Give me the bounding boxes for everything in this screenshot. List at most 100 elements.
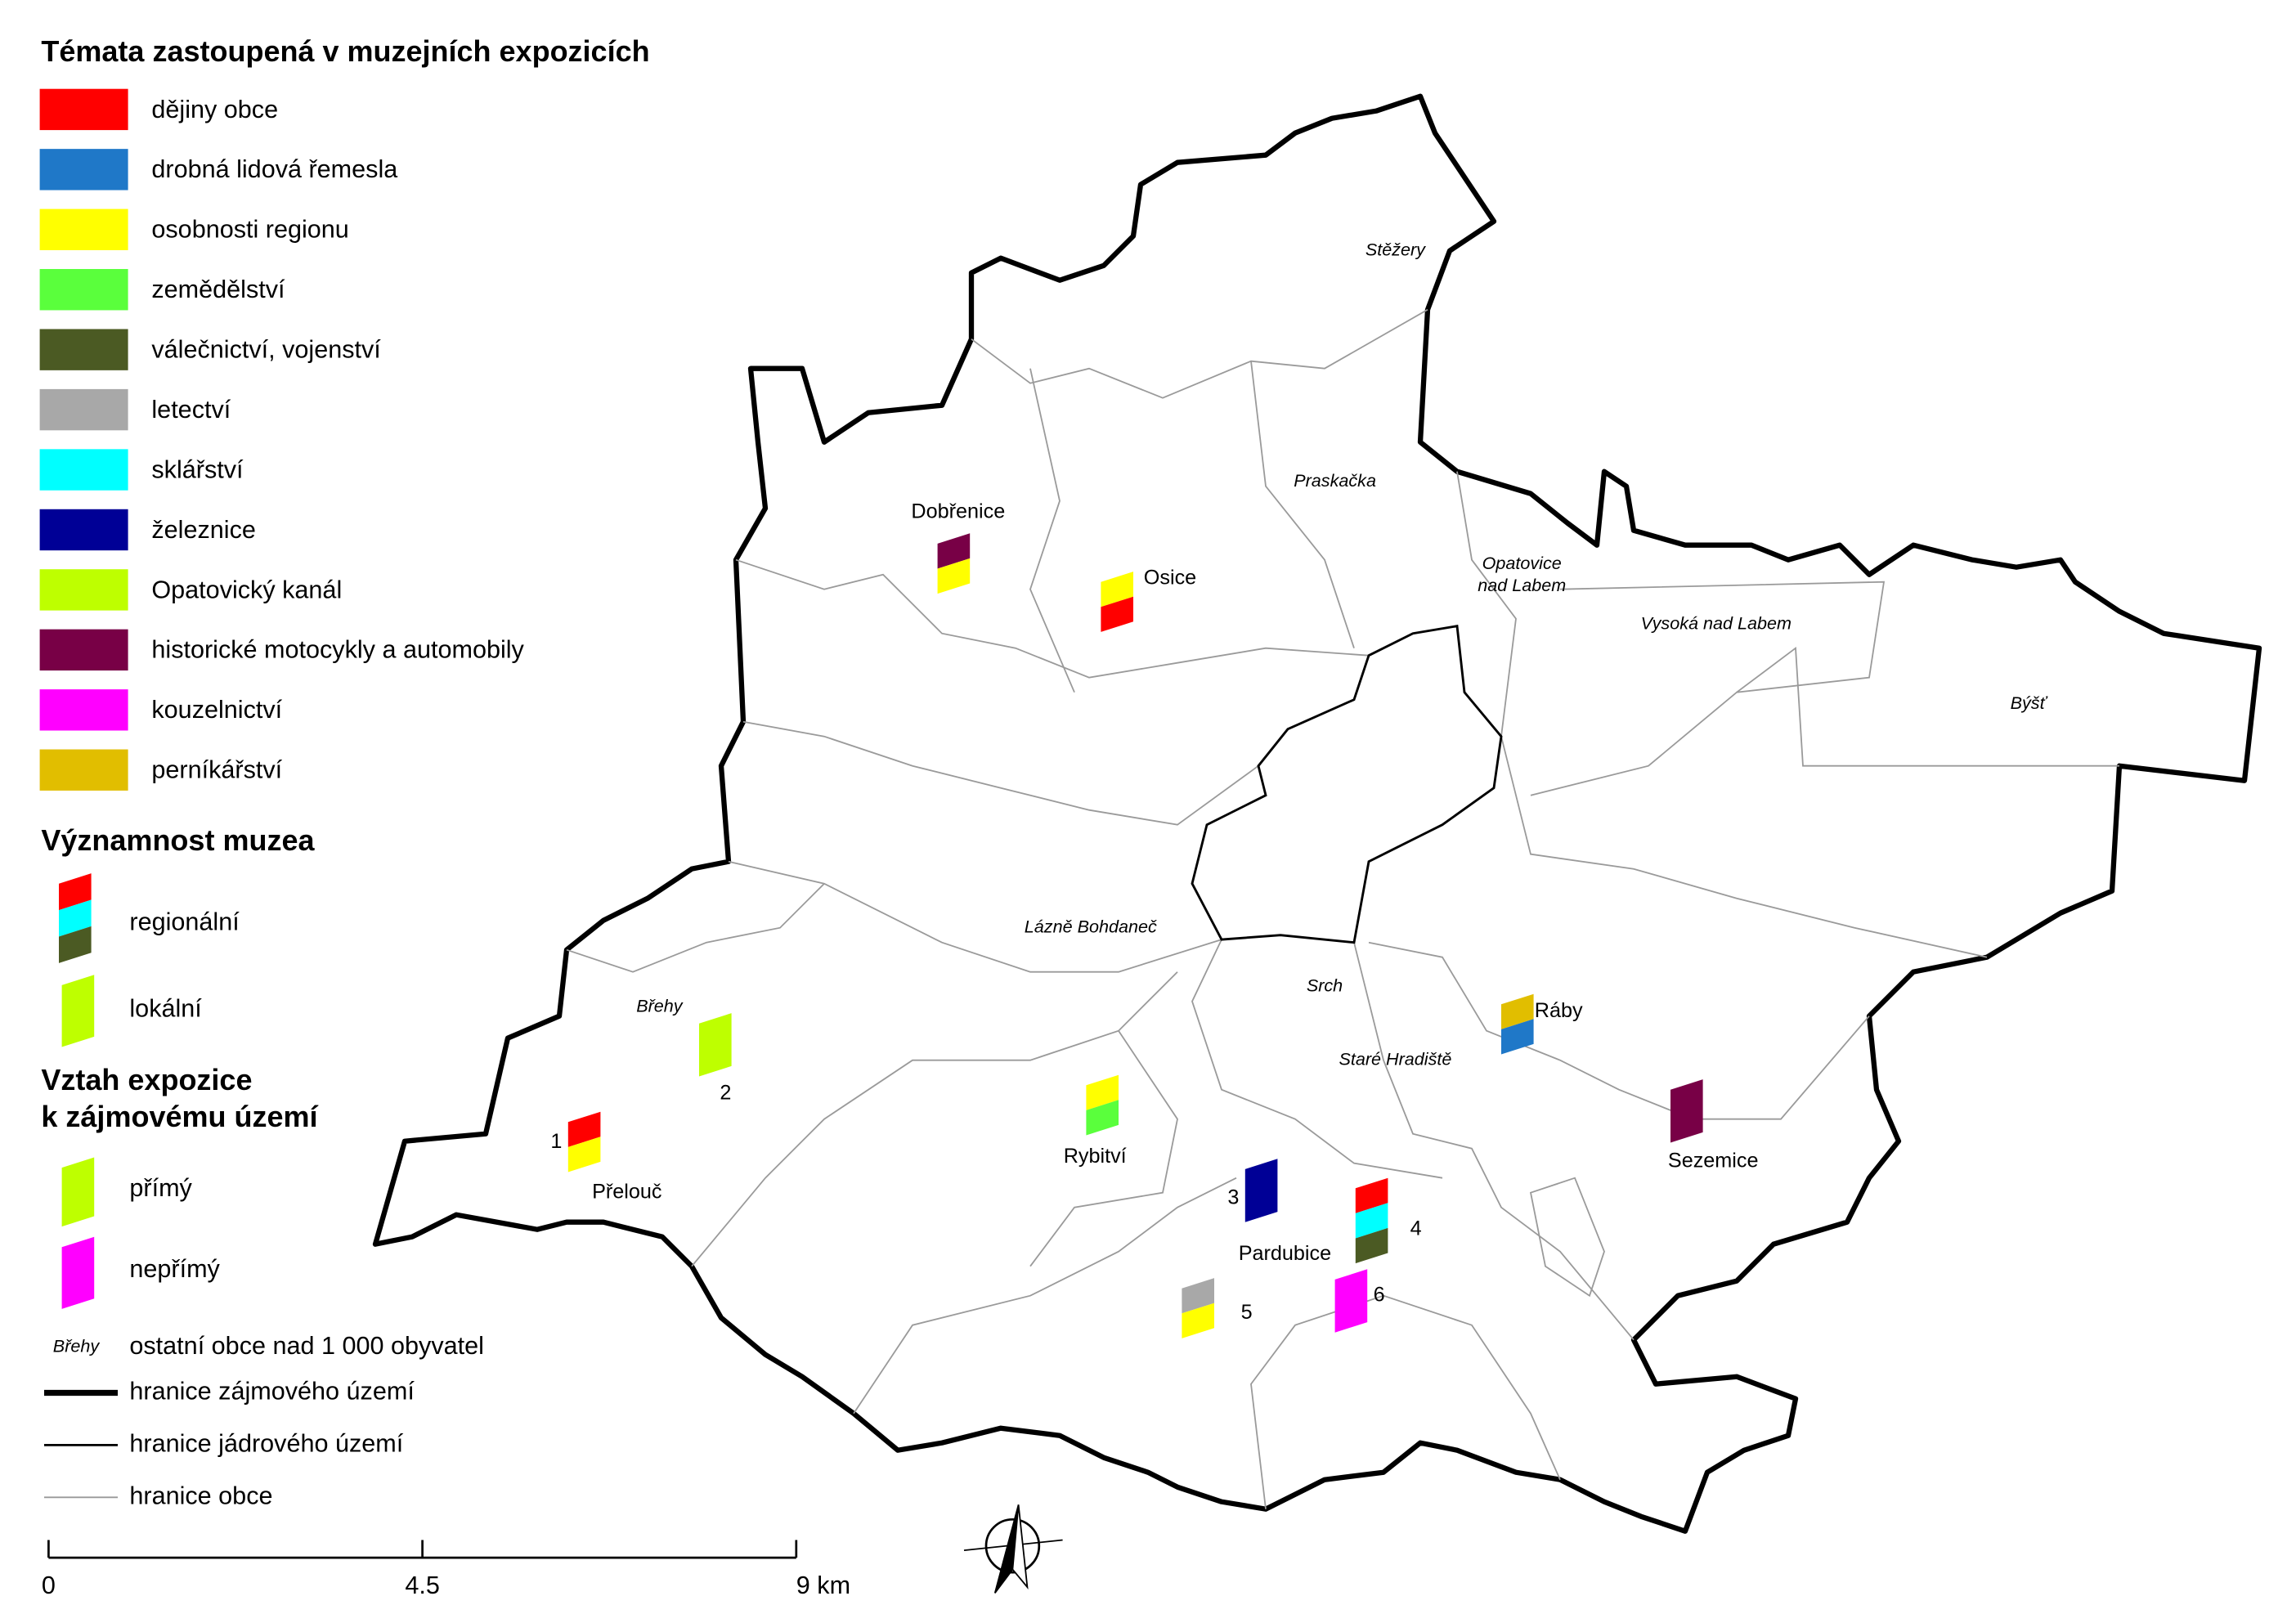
symbol-stripe bbox=[61, 975, 95, 1047]
museum-symbol bbox=[1334, 1269, 1368, 1333]
symbol-stripe bbox=[1182, 1278, 1214, 1314]
museum-number: 1 bbox=[550, 1130, 562, 1153]
symbol-stripe bbox=[567, 1111, 601, 1147]
legend-swatch bbox=[39, 509, 128, 551]
legend-label: sklářství bbox=[151, 455, 244, 483]
town-label: Přelouč bbox=[592, 1180, 661, 1203]
symbol-stripe bbox=[1501, 1019, 1534, 1055]
other-town-label: Býšť bbox=[2011, 693, 2048, 713]
study-area bbox=[372, 93, 2262, 1534]
legend-label: hranice zájmového území bbox=[129, 1378, 415, 1406]
symbol-stripe bbox=[699, 1013, 732, 1077]
other-town-label: Břehy bbox=[636, 996, 684, 1016]
legend-title: Témata zastoupená v muzejních expozicích bbox=[41, 34, 649, 68]
symbol-stripe bbox=[1101, 596, 1133, 632]
symbol-stripe bbox=[59, 873, 92, 911]
legend-label: perníkářství bbox=[151, 756, 282, 784]
town-label: Osice bbox=[1144, 567, 1196, 590]
other-town-label: Vysoká nad Labem bbox=[1641, 613, 1792, 634]
symbol-stripe bbox=[567, 1137, 601, 1172]
legend-label: regionální bbox=[129, 908, 240, 935]
legend-title: Významnost muzea bbox=[41, 823, 315, 857]
symbol-stripe bbox=[59, 899, 92, 937]
legend-label: přímý bbox=[129, 1174, 192, 1202]
museum-symbol bbox=[567, 1111, 601, 1172]
legend-swatch bbox=[39, 388, 128, 431]
symbol-stripe bbox=[1670, 1079, 1703, 1143]
legend-label: drobná lidová řemesla bbox=[151, 155, 397, 183]
symbol-stripe bbox=[59, 926, 92, 963]
municipal-boundaries bbox=[566, 308, 2119, 1509]
legend-swatch bbox=[39, 629, 128, 671]
symbol-stripe bbox=[1355, 1177, 1388, 1213]
museum-number: 4 bbox=[1410, 1217, 1422, 1240]
legend-title: k zájmovému území bbox=[41, 1100, 318, 1133]
symbol-stripe bbox=[1244, 1159, 1278, 1222]
scale-label: 9 km bbox=[796, 1571, 850, 1599]
legend-swatch bbox=[39, 269, 128, 311]
legend-label: válečnictví, vojenství bbox=[151, 336, 381, 364]
legend-swatch bbox=[39, 689, 128, 731]
museum-symbol bbox=[699, 1013, 732, 1077]
museum-symbol bbox=[1355, 1177, 1388, 1264]
legend-swatch bbox=[39, 149, 128, 191]
museum-symbol bbox=[61, 1157, 95, 1227]
symbol-stripe bbox=[937, 558, 971, 594]
symbol-stripe bbox=[1086, 1100, 1119, 1136]
other-town-label: Stěžery bbox=[1365, 239, 1426, 259]
other-town-label: Srch bbox=[1307, 975, 1343, 995]
symbol-stripe bbox=[61, 1157, 95, 1227]
legend-swatch bbox=[39, 88, 128, 131]
legend-swatch bbox=[39, 208, 128, 250]
museum-symbol bbox=[1101, 572, 1133, 632]
symbol-stripe bbox=[1334, 1269, 1368, 1333]
core-area bbox=[1191, 625, 1503, 944]
symbol-stripe bbox=[1355, 1203, 1388, 1239]
symbol-stripe bbox=[1086, 1074, 1119, 1110]
other-town-label: Staré Hradiště bbox=[1339, 1048, 1451, 1069]
other-town-label: Opatovice bbox=[1482, 553, 1562, 573]
town-label: Dobřenice bbox=[911, 500, 1005, 523]
legend-label: kouzelnictví bbox=[151, 696, 282, 724]
town-label: Sezemice bbox=[1668, 1150, 1759, 1172]
north-arrow bbox=[963, 1504, 1063, 1594]
legend-label: zemědělství bbox=[151, 276, 285, 303]
legend-swatch bbox=[39, 749, 128, 791]
museum-symbol bbox=[59, 873, 92, 963]
museum-number: 3 bbox=[1227, 1186, 1239, 1209]
legend-label: lokální bbox=[129, 995, 202, 1023]
museum-symbol bbox=[1501, 993, 1534, 1055]
legend-label: hranice obce bbox=[129, 1482, 272, 1509]
town-label: Rybitví bbox=[1064, 1145, 1127, 1168]
museum-symbol bbox=[61, 1236, 95, 1309]
legend-label: železnice bbox=[151, 516, 255, 544]
scale-label: 4.5 bbox=[405, 1571, 440, 1599]
symbol-stripe bbox=[61, 1236, 95, 1309]
legend-swatch bbox=[39, 329, 128, 370]
museum-symbol bbox=[1244, 1159, 1278, 1222]
other-town-label: Praskačka bbox=[1294, 470, 1376, 491]
legend-label: historické motocykly a automobily bbox=[151, 636, 524, 664]
museum-symbol bbox=[61, 975, 95, 1047]
symbol-stripe bbox=[1355, 1227, 1388, 1264]
legend-label: nepřímý bbox=[129, 1255, 220, 1283]
museum-symbol bbox=[937, 533, 971, 594]
museum-number: 5 bbox=[1241, 1301, 1253, 1324]
legend-sample: Břehy bbox=[53, 1335, 101, 1356]
legend-swatch bbox=[39, 449, 128, 491]
other-town-label: Lázně Bohdaneč bbox=[1025, 916, 1157, 936]
legend-label: Opatovický kanál bbox=[151, 576, 342, 603]
museum-number: 6 bbox=[1374, 1283, 1385, 1306]
other-town-label: nad Labem bbox=[1478, 575, 1566, 595]
museum-symbol bbox=[1670, 1079, 1703, 1143]
legend-label: hranice jádrového území bbox=[129, 1429, 403, 1457]
legend-label: letectví bbox=[151, 396, 231, 424]
symbol-stripe bbox=[1182, 1302, 1214, 1338]
scale-bar bbox=[47, 1540, 798, 1559]
legend-swatch bbox=[39, 569, 128, 611]
museum-symbol bbox=[1182, 1278, 1214, 1338]
town-label: Pardubice bbox=[1239, 1242, 1331, 1265]
museum-number: 2 bbox=[720, 1082, 731, 1105]
